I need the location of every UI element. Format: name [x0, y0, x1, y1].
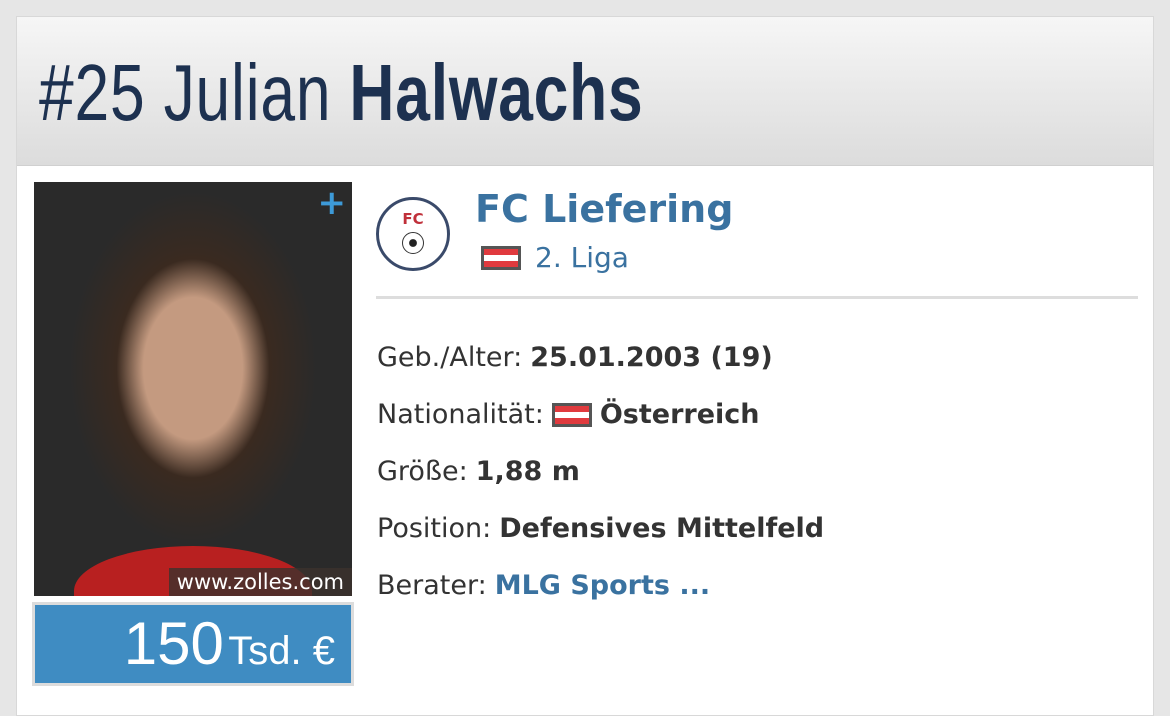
player-header: #25 Julian Halwachs: [17, 17, 1153, 166]
info-height: Größe: 1,88 m: [377, 443, 824, 500]
info-label: Berater:: [377, 570, 487, 601]
info-birth: Geb./Alter: 25.01.2003 (19): [377, 329, 824, 386]
player-name: #25 Julian Halwachs: [39, 47, 644, 139]
info-label: Nationalität:: [377, 399, 544, 430]
player-info: Geb./Alter: 25.01.2003 (19) Nationalität:…: [377, 329, 824, 614]
first-name: Julian: [163, 48, 332, 137]
ball-icon: [402, 232, 424, 254]
market-value-unit: Tsd. €: [228, 629, 335, 673]
austria-flag-icon: [551, 402, 592, 427]
photo-credit: www.zolles.com: [168, 568, 352, 596]
league-row[interactable]: 2. Liga: [481, 241, 629, 274]
info-value: Österreich: [599, 399, 760, 430]
divider: [376, 296, 1138, 299]
plus-icon[interactable]: +: [317, 183, 347, 223]
info-nationality: Nationalität: Österreich: [377, 386, 824, 443]
club-logo-text: FC: [402, 210, 424, 228]
agent-link[interactable]: MLG Sports ...: [494, 570, 711, 601]
market-value[interactable]: 150 Tsd. €: [32, 602, 354, 686]
info-value: Defensives Mittelfeld: [499, 513, 825, 544]
info-value: 25.01.2003 (19): [530, 342, 773, 373]
league-link[interactable]: 2. Liga: [535, 241, 629, 274]
club-link[interactable]: FC Liefering: [475, 187, 734, 231]
player-photo[interactable]: + www.zolles.com: [34, 182, 352, 596]
info-label: Größe:: [377, 456, 468, 487]
austria-flag-icon: [481, 245, 521, 270]
info-position: Position: Defensives Mittelfeld: [377, 500, 824, 557]
club-logo[interactable]: FC: [376, 197, 450, 271]
info-label: Geb./Alter:: [377, 342, 523, 373]
last-name: Halwachs: [349, 48, 644, 137]
info-agent: Berater: MLG Sports ...: [377, 557, 824, 614]
market-value-amount: 150: [123, 610, 224, 677]
player-card: #25 Julian Halwachs + www.zolles.com 150…: [16, 16, 1154, 716]
info-label: Position:: [377, 513, 492, 544]
shirt-number: #25: [39, 48, 146, 137]
info-value: 1,88 m: [475, 456, 580, 487]
